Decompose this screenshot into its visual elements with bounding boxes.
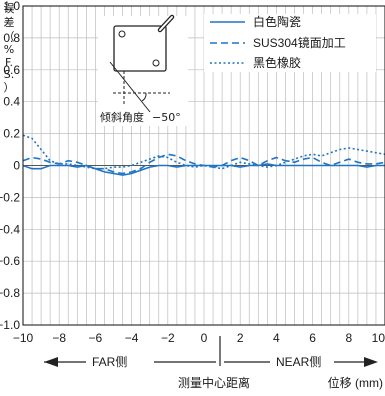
legend: 白色陶瓷 SUS304镜面加工 黑色橡胶	[204, 14, 376, 72]
y-axis-label-char: S.	[4, 68, 14, 81]
series-line-1	[22, 153, 385, 175]
tilt-inset: 倾斜角度 −50°	[98, 14, 188, 126]
near-arrow-head-icon	[364, 357, 378, 367]
x-tick-label: 4	[273, 331, 280, 345]
y-axis-label-char: 误	[4, 2, 15, 15]
y-axis-label-char: 差	[4, 15, 15, 29]
x-tick-label: 2	[237, 331, 244, 345]
y-tick-label: −0.6	[0, 254, 20, 268]
y-tick-label: 0.8	[3, 31, 20, 45]
legend-label-black-rubber: 黑色橡胶	[253, 55, 301, 70]
y-tick-labels: 1.0 0.8 0.6 0.4 0.2 0 −0.2 −0.4 −0.6 −0.8 −1.0	[0, 0, 20, 332]
y-axis-label: 误差（%F.S.）	[4, 2, 15, 94]
sensor-icon	[113, 14, 175, 72]
inset-label: 倾斜角度	[100, 110, 144, 124]
near-side-label: NEAR侧	[276, 355, 321, 369]
far-arrow-head-icon	[44, 357, 58, 367]
y-tick-label: −0.2	[0, 190, 20, 204]
x-axis-unit-label: 位移 (mm)	[328, 375, 383, 390]
x-tick-label: 6	[309, 331, 316, 345]
series-line-2	[22, 134, 385, 170]
y-tick-label: −1.0	[0, 318, 20, 332]
y-tick-label: 0.4	[3, 95, 20, 109]
direction-arrows: FAR侧 NEAR侧	[44, 336, 378, 369]
y-tick-label: 1.0	[3, 0, 20, 13]
legend-label-sus304: SUS304镜面加工	[253, 35, 346, 50]
x-tick-label: −10	[13, 331, 34, 345]
y-tick-label: 0.2	[3, 127, 20, 141]
y-tick-label: −0.8	[0, 286, 20, 300]
x-tick-label: −8	[52, 331, 66, 345]
x-tick-label: 10	[372, 331, 385, 345]
plot-frame	[22, 5, 385, 326]
x-tick-label: 0	[201, 331, 208, 345]
x-tick-label: −2	[161, 331, 175, 345]
far-side-label: FAR侧	[92, 355, 127, 369]
x-tick-label: −6	[89, 331, 103, 345]
y-tick-label: −0.4	[0, 222, 20, 236]
series-group	[22, 134, 385, 176]
y-axis-label-char: ）	[4, 81, 15, 94]
x-axis-label: 测量中心距离	[178, 375, 250, 390]
x-tick-label: 8	[345, 331, 352, 345]
x-tick-labels: −10 −8 −6 −4 −2 0 2 4 6 8 10	[13, 331, 385, 345]
angle-arc-icon	[141, 92, 147, 102]
legend-label-white-ceramic: 白色陶瓷	[253, 14, 301, 29]
y-tick-label: 0.6	[3, 63, 20, 77]
y-tick-label: 0	[13, 159, 20, 173]
y-axis-label-char: （	[4, 30, 15, 43]
tilt-line	[109, 61, 151, 113]
inset-value: −50°	[152, 111, 181, 124]
x-tick-label: −4	[125, 331, 139, 345]
y-axis-label-char: F.	[5, 56, 13, 69]
y-axis-label-char: %	[4, 43, 14, 56]
